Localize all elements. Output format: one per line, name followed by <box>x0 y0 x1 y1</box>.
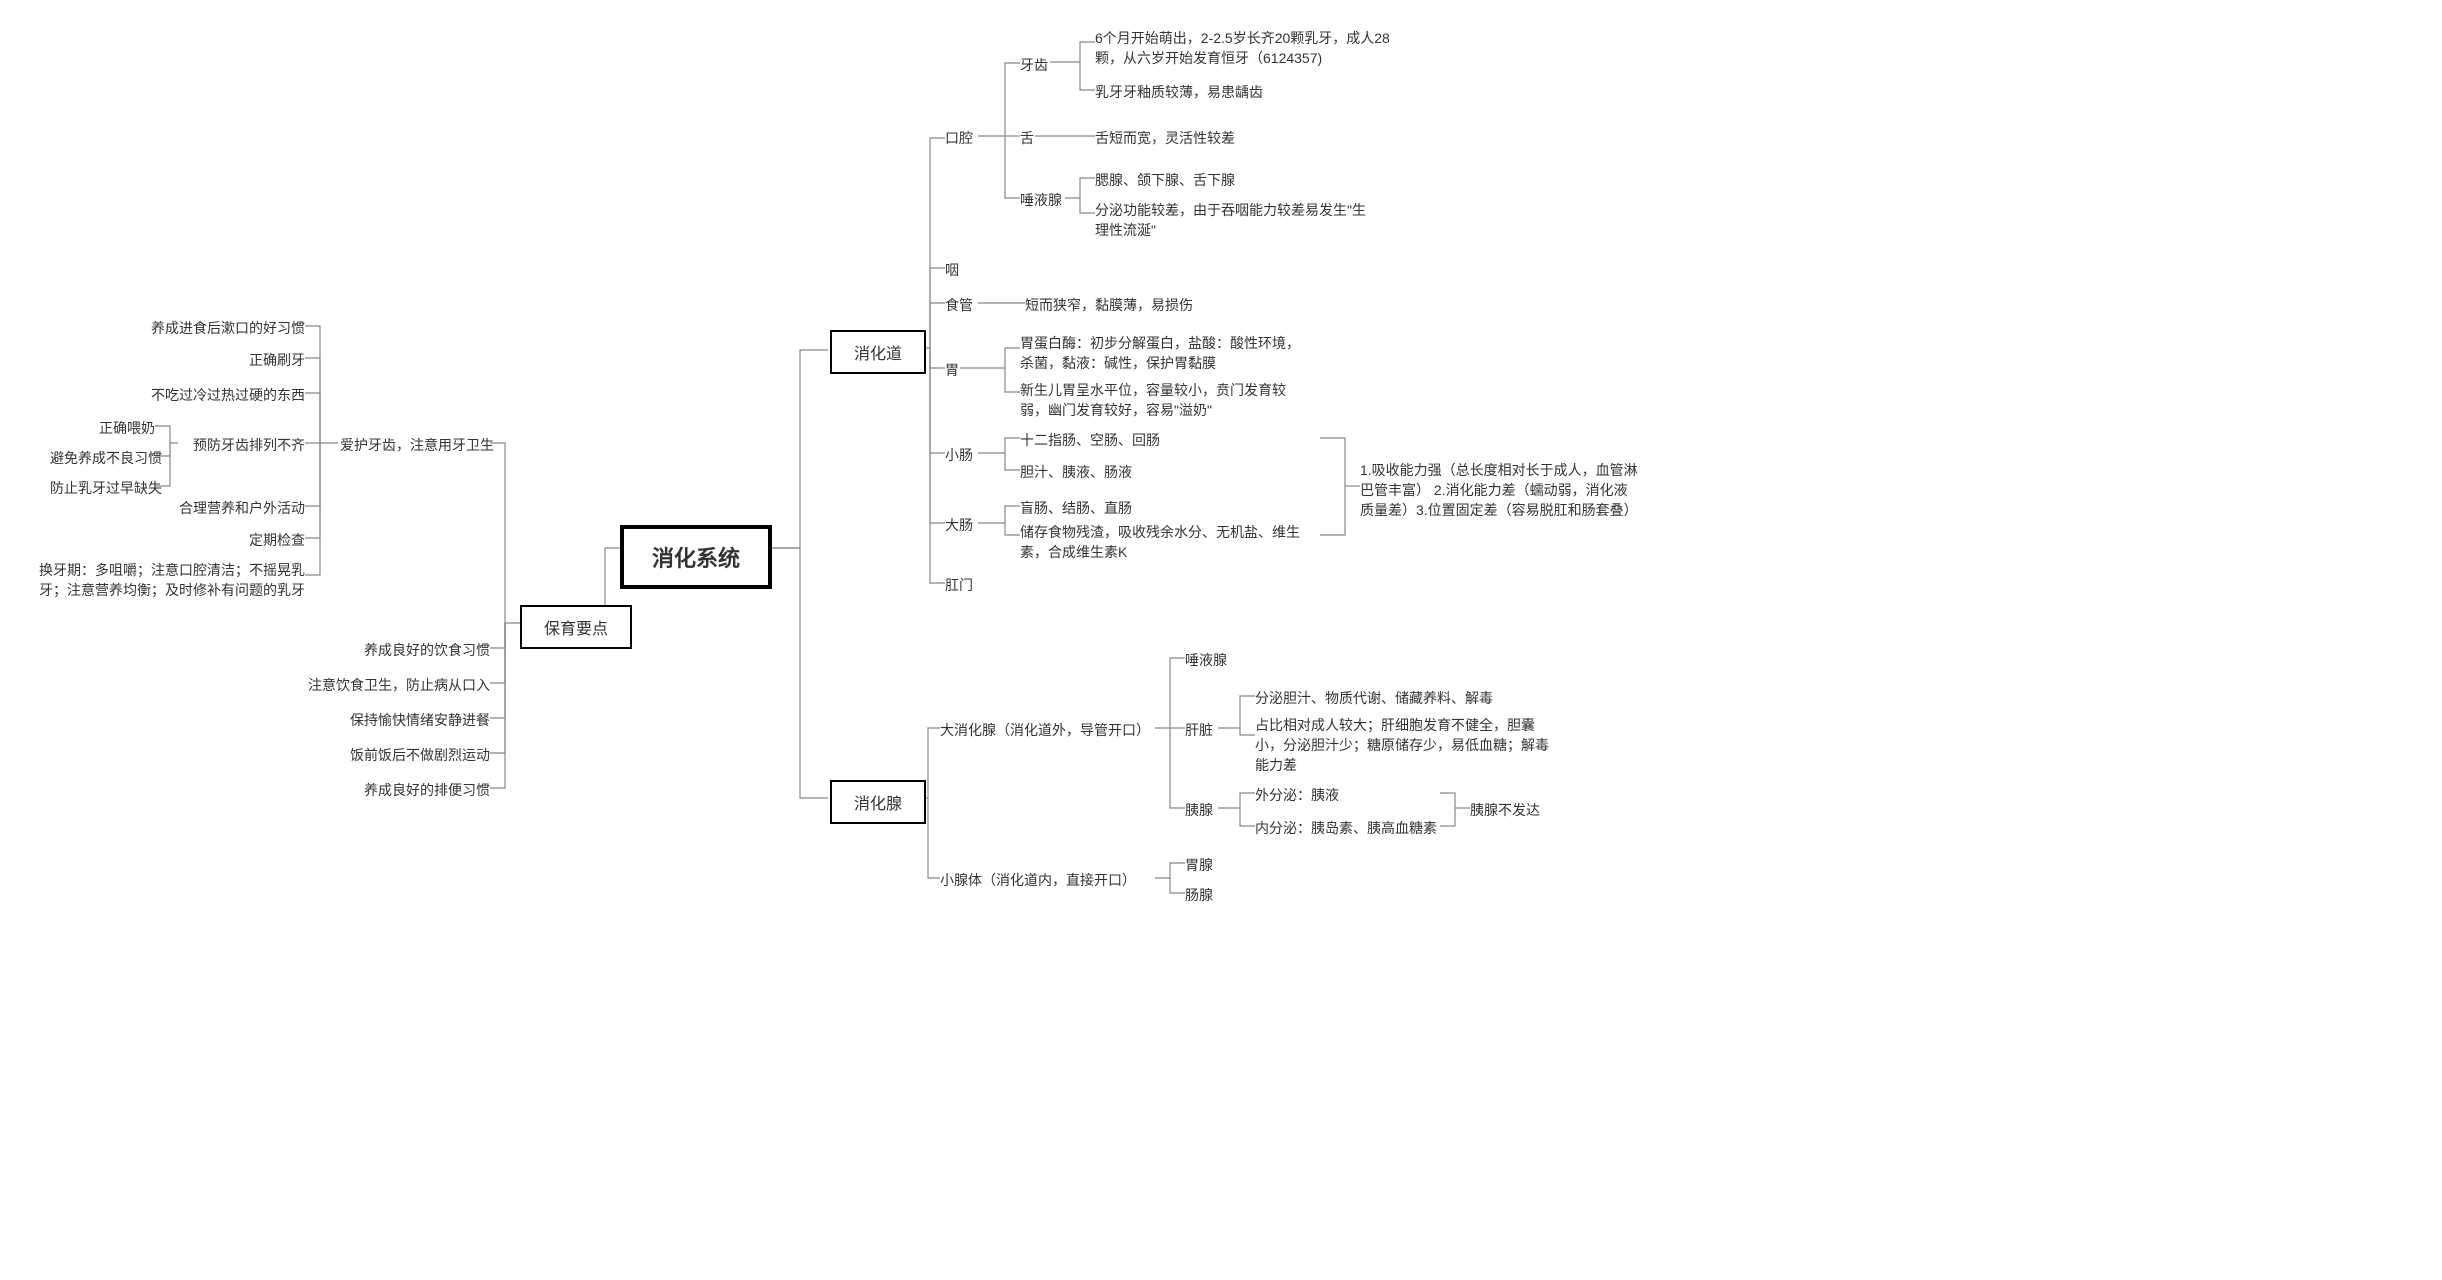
leaf-esophagus: 食管 <box>945 295 973 315</box>
leaf-cp-d7: 换牙期：多咀嚼；注意口腔清洁；不摇晃乳牙；注意营养均衡；及时修补有问题的乳牙 <box>25 560 305 600</box>
leaf-liver-d2: 占比相对成人较大；肝细胞发育不健全，胆囊小，分泌胆汁少；糖原储存少，易低血糖；解… <box>1255 715 1555 775</box>
leaf-cp-e2: 注意饮食卫生，防止病从口入 <box>300 675 490 695</box>
leaf-anus: 肛门 <box>945 575 973 595</box>
leaf-small-gland: 小腺体（消化道内，直接开口） <box>940 870 1136 890</box>
leaf-tongue: 舌 <box>1020 128 1034 148</box>
leaf-cp-d5: 合理营养和户外活动 <box>150 498 305 518</box>
leaf-pancreas: 胰腺 <box>1185 800 1213 820</box>
leaf-pancreas-d1: 外分泌：胰液 <box>1255 785 1339 805</box>
leaf-intestine-note: 1.吸收能力强（总长度相对长于成人，血管淋巴管丰富） 2.消化能力差（蠕动弱，消… <box>1360 460 1640 520</box>
leaf-stomach-d1: 胃蛋白酶：初步分解蛋白，盐酸：酸性环境，杀菌，黏液：碱性，保护胃黏膜 <box>1020 333 1300 373</box>
leaf-li-d1: 盲肠、结肠、直肠 <box>1020 498 1132 518</box>
leaf-si-d2: 胆汁、胰液、肠液 <box>1020 462 1132 482</box>
branch-digestive-tract: 消化道 <box>830 330 926 374</box>
leaf-cp-d1: 养成进食后漱口的好习惯 <box>150 318 305 338</box>
leaf-cp-e4: 饭前饭后不做剧烈运动 <box>330 745 490 765</box>
leaf-saliva-g: 唾液腺 <box>1185 650 1227 670</box>
leaf-cp-d3: 不吃过冷过热过硬的东西 <box>150 385 305 405</box>
leaf-liver-d1: 分泌胆汁、物质代谢、储藏养料、解毒 <box>1255 688 1493 708</box>
leaf-cp-d4c: 防止乳牙过早缺失 <box>50 478 155 498</box>
leaf-cp-d4: 预防牙齿排列不齐 <box>180 435 305 455</box>
leaf-stomach-d2: 新生儿胃呈水平位，容量较小，贲门发育较弱，幽门发育较好，容易"溢奶" <box>1020 380 1300 420</box>
leaf-cp-e5: 养成良好的排便习惯 <box>340 780 490 800</box>
leaf-stomach: 胃 <box>945 360 959 380</box>
leaf-cp-d6: 定期检查 <box>150 530 305 550</box>
leaf-cp-e3: 保持愉快情绪安静进餐 <box>330 710 490 730</box>
leaf-cp-d4b: 避免养成不良习惯 <box>50 448 155 468</box>
leaf-cp-dental: 爱护牙齿，注意用牙卫生 <box>340 435 494 455</box>
leaf-pharynx: 咽 <box>945 260 959 280</box>
leaf-saliva-d1: 腮腺、颌下腺、舌下腺 <box>1095 170 1235 190</box>
branch-care-points: 保育要点 <box>520 605 632 649</box>
leaf-li-d2: 储存食物残渣，吸收残余水分、无机盐、维生素，合成维生素K <box>1020 522 1300 562</box>
leaf-teeth-d1: 6个月开始萌出，2-2.5岁长齐20颗乳牙，成人28颗，从六岁开始发育恒牙（61… <box>1095 28 1395 68</box>
leaf-pancreas-note: 胰腺不发达 <box>1470 800 1540 820</box>
leaf-cp-d2: 正确刷牙 <box>150 350 305 370</box>
leaf-cp-e1: 养成良好的饮食习惯 <box>340 640 490 660</box>
leaf-teeth: 牙齿 <box>1020 55 1048 75</box>
leaf-cp-d4a: 正确喂奶 <box>50 418 155 438</box>
leaf-saliva: 唾液腺 <box>1020 190 1062 210</box>
leaf-intestine-g: 肠腺 <box>1185 885 1213 905</box>
leaf-saliva-d2: 分泌功能较差，由于吞咽能力较差易发生"生理性流涎" <box>1095 200 1375 240</box>
leaf-esophagus-d: 短而狭窄，黏膜薄，易损伤 <box>1025 295 1193 315</box>
root-node: 消化系统 <box>620 525 772 589</box>
leaf-si-d1: 十二指肠、空肠、回肠 <box>1020 430 1160 450</box>
leaf-big-gland: 大消化腺（消化道外，导管开口） <box>940 720 1150 740</box>
branch-digestive-gland: 消化腺 <box>830 780 926 824</box>
leaf-pancreas-d2: 内分泌：胰岛素、胰高血糖素 <box>1255 818 1437 838</box>
leaf-large-int: 大肠 <box>945 515 973 535</box>
leaf-liver: 肝脏 <box>1185 720 1213 740</box>
leaf-teeth-d2: 乳牙牙釉质较薄，易患龋齿 <box>1095 82 1263 102</box>
leaf-small-int: 小肠 <box>945 445 973 465</box>
leaf-oral: 口腔 <box>945 128 973 148</box>
leaf-stomach-g: 胃腺 <box>1185 855 1213 875</box>
leaf-tongue-d: 舌短而宽，灵活性较差 <box>1095 128 1235 148</box>
